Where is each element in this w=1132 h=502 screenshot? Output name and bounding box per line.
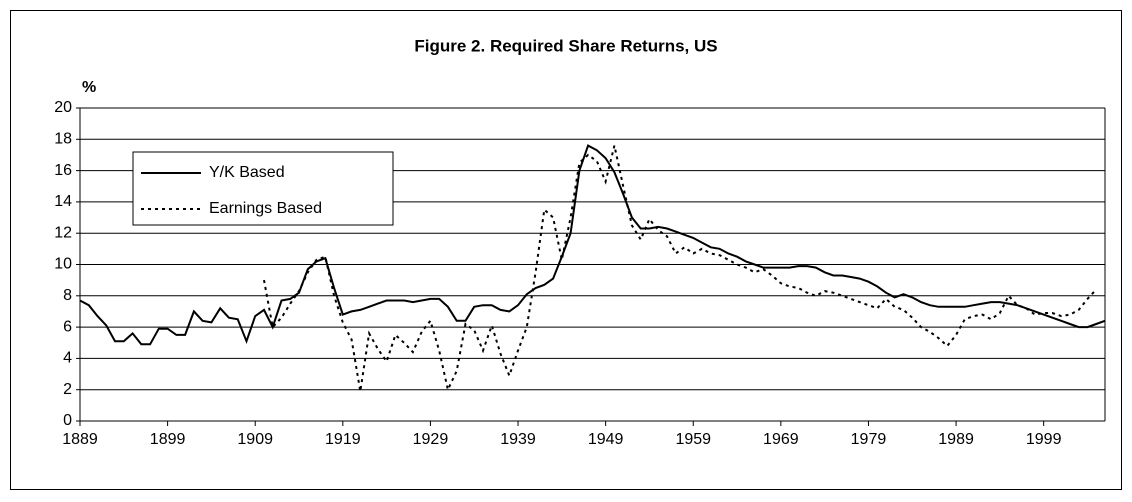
x-tick-label: 1919 xyxy=(325,431,361,448)
y-tick-label: 10 xyxy=(54,256,72,273)
x-tick-label: 1989 xyxy=(938,431,974,448)
x-tick-label: 1959 xyxy=(675,431,711,448)
y-axis-label: % xyxy=(82,79,96,96)
x-tick-label: 1909 xyxy=(237,431,273,448)
chart-border xyxy=(10,10,1122,490)
chart-title: Figure 2. Required Share Returns, US xyxy=(414,36,717,55)
legend-label: Earnings Based xyxy=(209,200,322,217)
y-tick-label: 20 xyxy=(54,99,72,116)
y-tick-label: 6 xyxy=(63,318,72,335)
x-tick-label: 1899 xyxy=(150,431,186,448)
y-tick-label: 14 xyxy=(54,193,72,210)
y-tick-label: 12 xyxy=(54,224,72,241)
y-tick-label: 2 xyxy=(63,381,72,398)
x-tick-label: 1929 xyxy=(413,431,449,448)
y-tick-label: 18 xyxy=(54,131,72,148)
x-tick-label: 1939 xyxy=(500,431,536,448)
legend-label: Y/K Based xyxy=(209,164,285,181)
y-tick-label: 0 xyxy=(63,412,72,429)
data-line xyxy=(263,145,1097,393)
legend-box xyxy=(132,151,394,226)
data-line xyxy=(79,144,1106,346)
x-tick-label: 1979 xyxy=(851,431,887,448)
y-tick-label: 8 xyxy=(63,287,72,304)
y-tick-label: 16 xyxy=(54,162,72,179)
x-tick-label: 1969 xyxy=(763,431,799,448)
y-tick-label: 4 xyxy=(63,350,72,367)
x-tick-label: 1999 xyxy=(1026,431,1062,448)
x-tick-label: 1889 xyxy=(62,431,98,448)
x-tick-label: 1949 xyxy=(588,431,624,448)
